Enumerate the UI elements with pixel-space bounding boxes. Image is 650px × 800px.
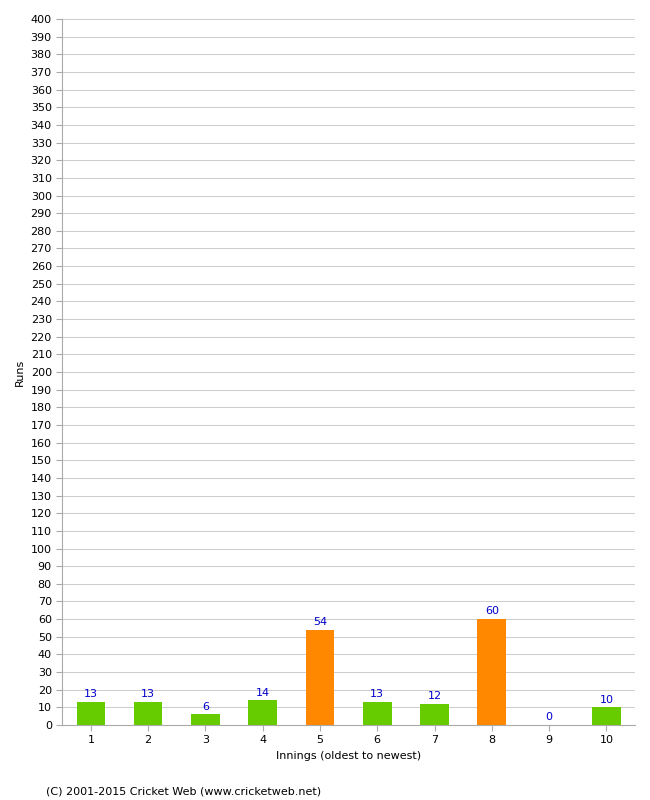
- Text: 0: 0: [545, 712, 552, 722]
- Text: 54: 54: [313, 617, 327, 627]
- Bar: [77, 702, 105, 725]
- X-axis label: Innings (oldest to newest): Innings (oldest to newest): [276, 751, 421, 761]
- Bar: [363, 702, 391, 725]
- Text: 13: 13: [370, 690, 384, 699]
- Text: 6: 6: [202, 702, 209, 712]
- Text: 13: 13: [84, 690, 98, 699]
- Bar: [248, 700, 277, 725]
- Bar: [191, 714, 220, 725]
- Bar: [306, 630, 334, 725]
- Text: (C) 2001-2015 Cricket Web (www.cricketweb.net): (C) 2001-2015 Cricket Web (www.cricketwe…: [46, 786, 320, 796]
- Bar: [134, 702, 162, 725]
- Bar: [592, 707, 621, 725]
- Bar: [478, 619, 506, 725]
- Y-axis label: Runs: Runs: [15, 358, 25, 386]
- Bar: [420, 704, 449, 725]
- Text: 60: 60: [485, 606, 499, 617]
- Text: 14: 14: [255, 688, 270, 698]
- Text: 13: 13: [141, 690, 155, 699]
- Text: 12: 12: [428, 691, 441, 701]
- Text: 10: 10: [599, 694, 614, 705]
